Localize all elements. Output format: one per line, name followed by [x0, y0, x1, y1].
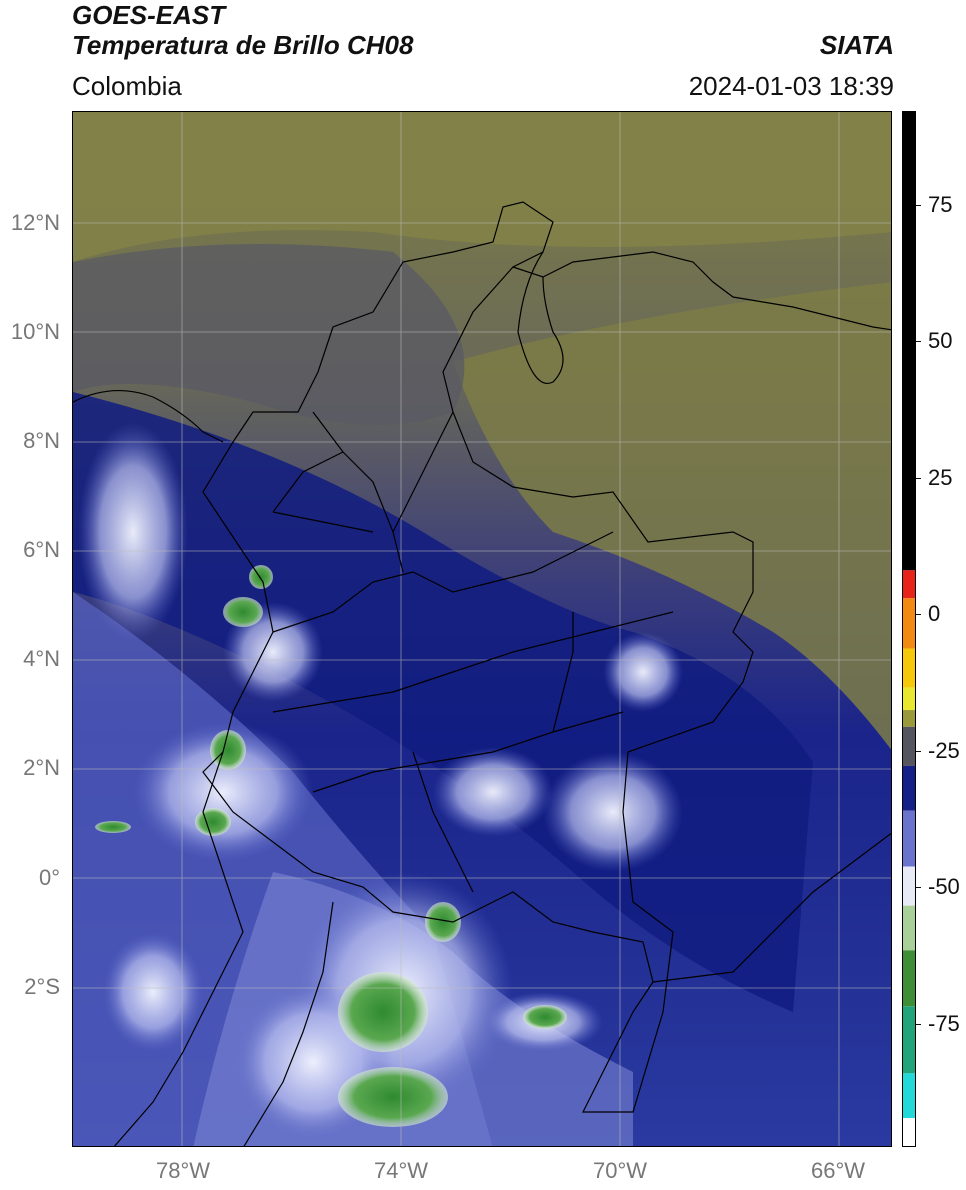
colorbar-label-minus25: -25	[928, 738, 960, 763]
colorbar-tick	[916, 341, 921, 342]
colorbar-segment	[903, 765, 915, 811]
colorbar-segment	[903, 905, 915, 951]
datetime-label: 2024-01-03 18:39	[688, 71, 894, 101]
lat-label-4n: 4°N	[23, 646, 60, 671]
colorbar-segment	[903, 726, 915, 766]
lon-label-74w: 74°W	[373, 1158, 429, 1183]
colorbar-tick	[916, 614, 921, 615]
colorbar-label-50: 50	[928, 328, 953, 353]
lat-label-10n: 10°N	[10, 319, 60, 344]
colorbar-segment	[903, 648, 915, 688]
cloud-cluster	[78, 422, 188, 642]
colorbar-segment	[903, 1006, 915, 1074]
colorbar-tick	[916, 751, 921, 752]
lat-label-8n: 8°N	[23, 428, 60, 453]
colorbar	[902, 111, 916, 1147]
lon-label-70w: 70°W	[592, 1158, 648, 1183]
lat-label-6n: 6°N	[23, 537, 60, 562]
olive-dry-air-region	[453, 282, 891, 750]
lat-label-12n: 12°N	[10, 210, 60, 235]
colorbar-label-75: 75	[928, 192, 953, 217]
colorbar-segment	[903, 810, 915, 867]
organization-label: SIATA	[819, 30, 894, 60]
colorbar-segment	[903, 866, 915, 906]
lat-label-0: 0°	[38, 865, 60, 890]
lat-label-2n: 2°N	[23, 755, 60, 780]
deep-convection-core	[223, 597, 263, 627]
colorbar-segment	[903, 570, 915, 599]
lat-label-2s: 2°S	[24, 974, 60, 999]
colorbar-segment	[903, 687, 915, 711]
region-label: Colombia	[72, 71, 182, 101]
colorbar-segment	[903, 598, 915, 649]
title-line-2: Temperatura de Brillo CH08	[72, 30, 414, 60]
colorbar-segment	[903, 1118, 915, 1146]
title-line-1: GOES-EAST	[72, 0, 226, 30]
colorbar-label-minus75: -75	[928, 1011, 960, 1036]
colorbar-segment	[903, 112, 915, 571]
colorbar-label-0: 0	[928, 601, 941, 626]
colorbar-label-minus50: -50	[928, 874, 960, 899]
lon-label-78w: 78°W	[155, 1158, 211, 1183]
colorbar-segment	[903, 950, 915, 1007]
country-borders	[73, 201, 891, 1146]
colorbar-gradient	[903, 112, 915, 1146]
colorbar-segment	[903, 710, 915, 727]
colorbar-tick	[916, 887, 921, 888]
lon-label-66w: 66°W	[810, 1158, 866, 1183]
graticule	[73, 112, 891, 1146]
colorbar-label-25: 25	[928, 465, 953, 490]
colorbar-tick	[916, 205, 921, 206]
map-canvas	[73, 112, 891, 1146]
satellite-map	[72, 111, 892, 1147]
colorbar-tick	[916, 1024, 921, 1025]
colorbar-tick	[916, 478, 921, 479]
colorbar-segment	[903, 1073, 915, 1119]
